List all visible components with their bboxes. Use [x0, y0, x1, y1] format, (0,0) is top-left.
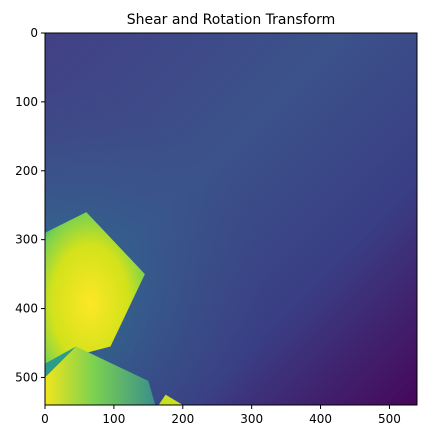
y-tick-label: 100: [15, 95, 38, 109]
y-tick-label: 0: [30, 26, 38, 40]
x-tick-label: 100: [102, 412, 125, 426]
x-tick-label: 500: [378, 412, 401, 426]
x-tick-label: 300: [240, 412, 263, 426]
x-tick-label: 400: [309, 412, 332, 426]
y-tick-label: 200: [15, 164, 38, 178]
bright-bottom-left-region: [45, 212, 145, 364]
y-tick-label: 400: [15, 302, 38, 316]
x-tick-label: 0: [41, 412, 49, 426]
x-axis: 0 100 200 300 400 500: [41, 405, 401, 426]
bottom-small-triangle-region: [158, 394, 183, 405]
chart-title: Shear and Rotation Transform: [127, 12, 336, 28]
x-tick-label: 200: [171, 412, 194, 426]
y-axis: 0 100 200 300 400 500: [15, 26, 45, 384]
axes-frame: [44, 32, 418, 406]
y-tick-label: 300: [15, 233, 38, 247]
bottom-triangle-region: [45, 346, 156, 405]
y-tick-label: 500: [15, 370, 38, 384]
heatmap-regions: [45, 212, 183, 405]
heatmap-glow: [45, 33, 417, 405]
plot-area: [45, 33, 417, 405]
